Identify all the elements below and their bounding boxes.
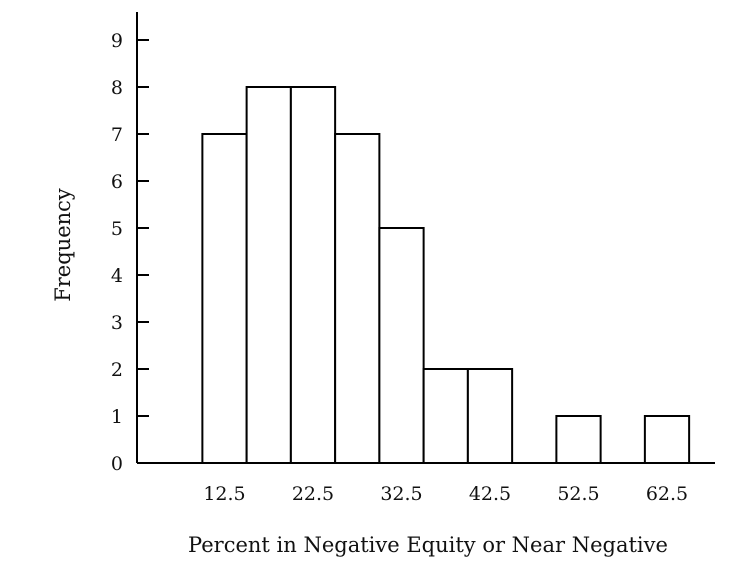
y-tick-label: 5 — [111, 218, 123, 240]
histogram-bar — [422, 368, 469, 464]
histogram-bar — [334, 133, 381, 464]
y-axis-title: Frequency — [51, 188, 75, 302]
x-tick-label: 52.5 — [557, 483, 599, 505]
x-tick-label: 42.5 — [469, 483, 511, 505]
histogram-bar — [555, 415, 602, 464]
y-tick-label: 8 — [111, 77, 123, 99]
y-tick-label: 3 — [111, 312, 123, 334]
histogram-bar — [643, 415, 691, 464]
histogram-bar — [378, 227, 425, 464]
histogram-bar — [201, 133, 248, 464]
x-axis-title: Percent in Negative Equity or Near Negat… — [188, 533, 668, 557]
y-tick-label: 0 — [111, 453, 123, 475]
x-tick-label: 32.5 — [380, 483, 422, 505]
histogram-bar — [289, 86, 337, 464]
y-axis-ticks: 0 1 2 3 4 5 6 7 8 9 — [111, 30, 149, 475]
x-tick-label: 12.5 — [203, 483, 245, 505]
y-tick-label: 1 — [111, 406, 123, 428]
y-tick-label: 6 — [111, 171, 123, 193]
histogram-bar — [245, 86, 292, 464]
x-axis-ticks: 12.5 22.5 32.5 42.5 52.5 62.5 — [203, 483, 688, 505]
histogram-bar — [466, 368, 514, 464]
y-tick-label: 4 — [111, 265, 123, 287]
y-tick-label: 9 — [111, 30, 123, 52]
y-tick-label: 2 — [111, 359, 123, 381]
x-tick-label: 22.5 — [292, 483, 334, 505]
x-tick-label: 62.5 — [646, 483, 688, 505]
y-tick-label: 7 — [111, 124, 123, 146]
bars-group — [201, 86, 691, 464]
